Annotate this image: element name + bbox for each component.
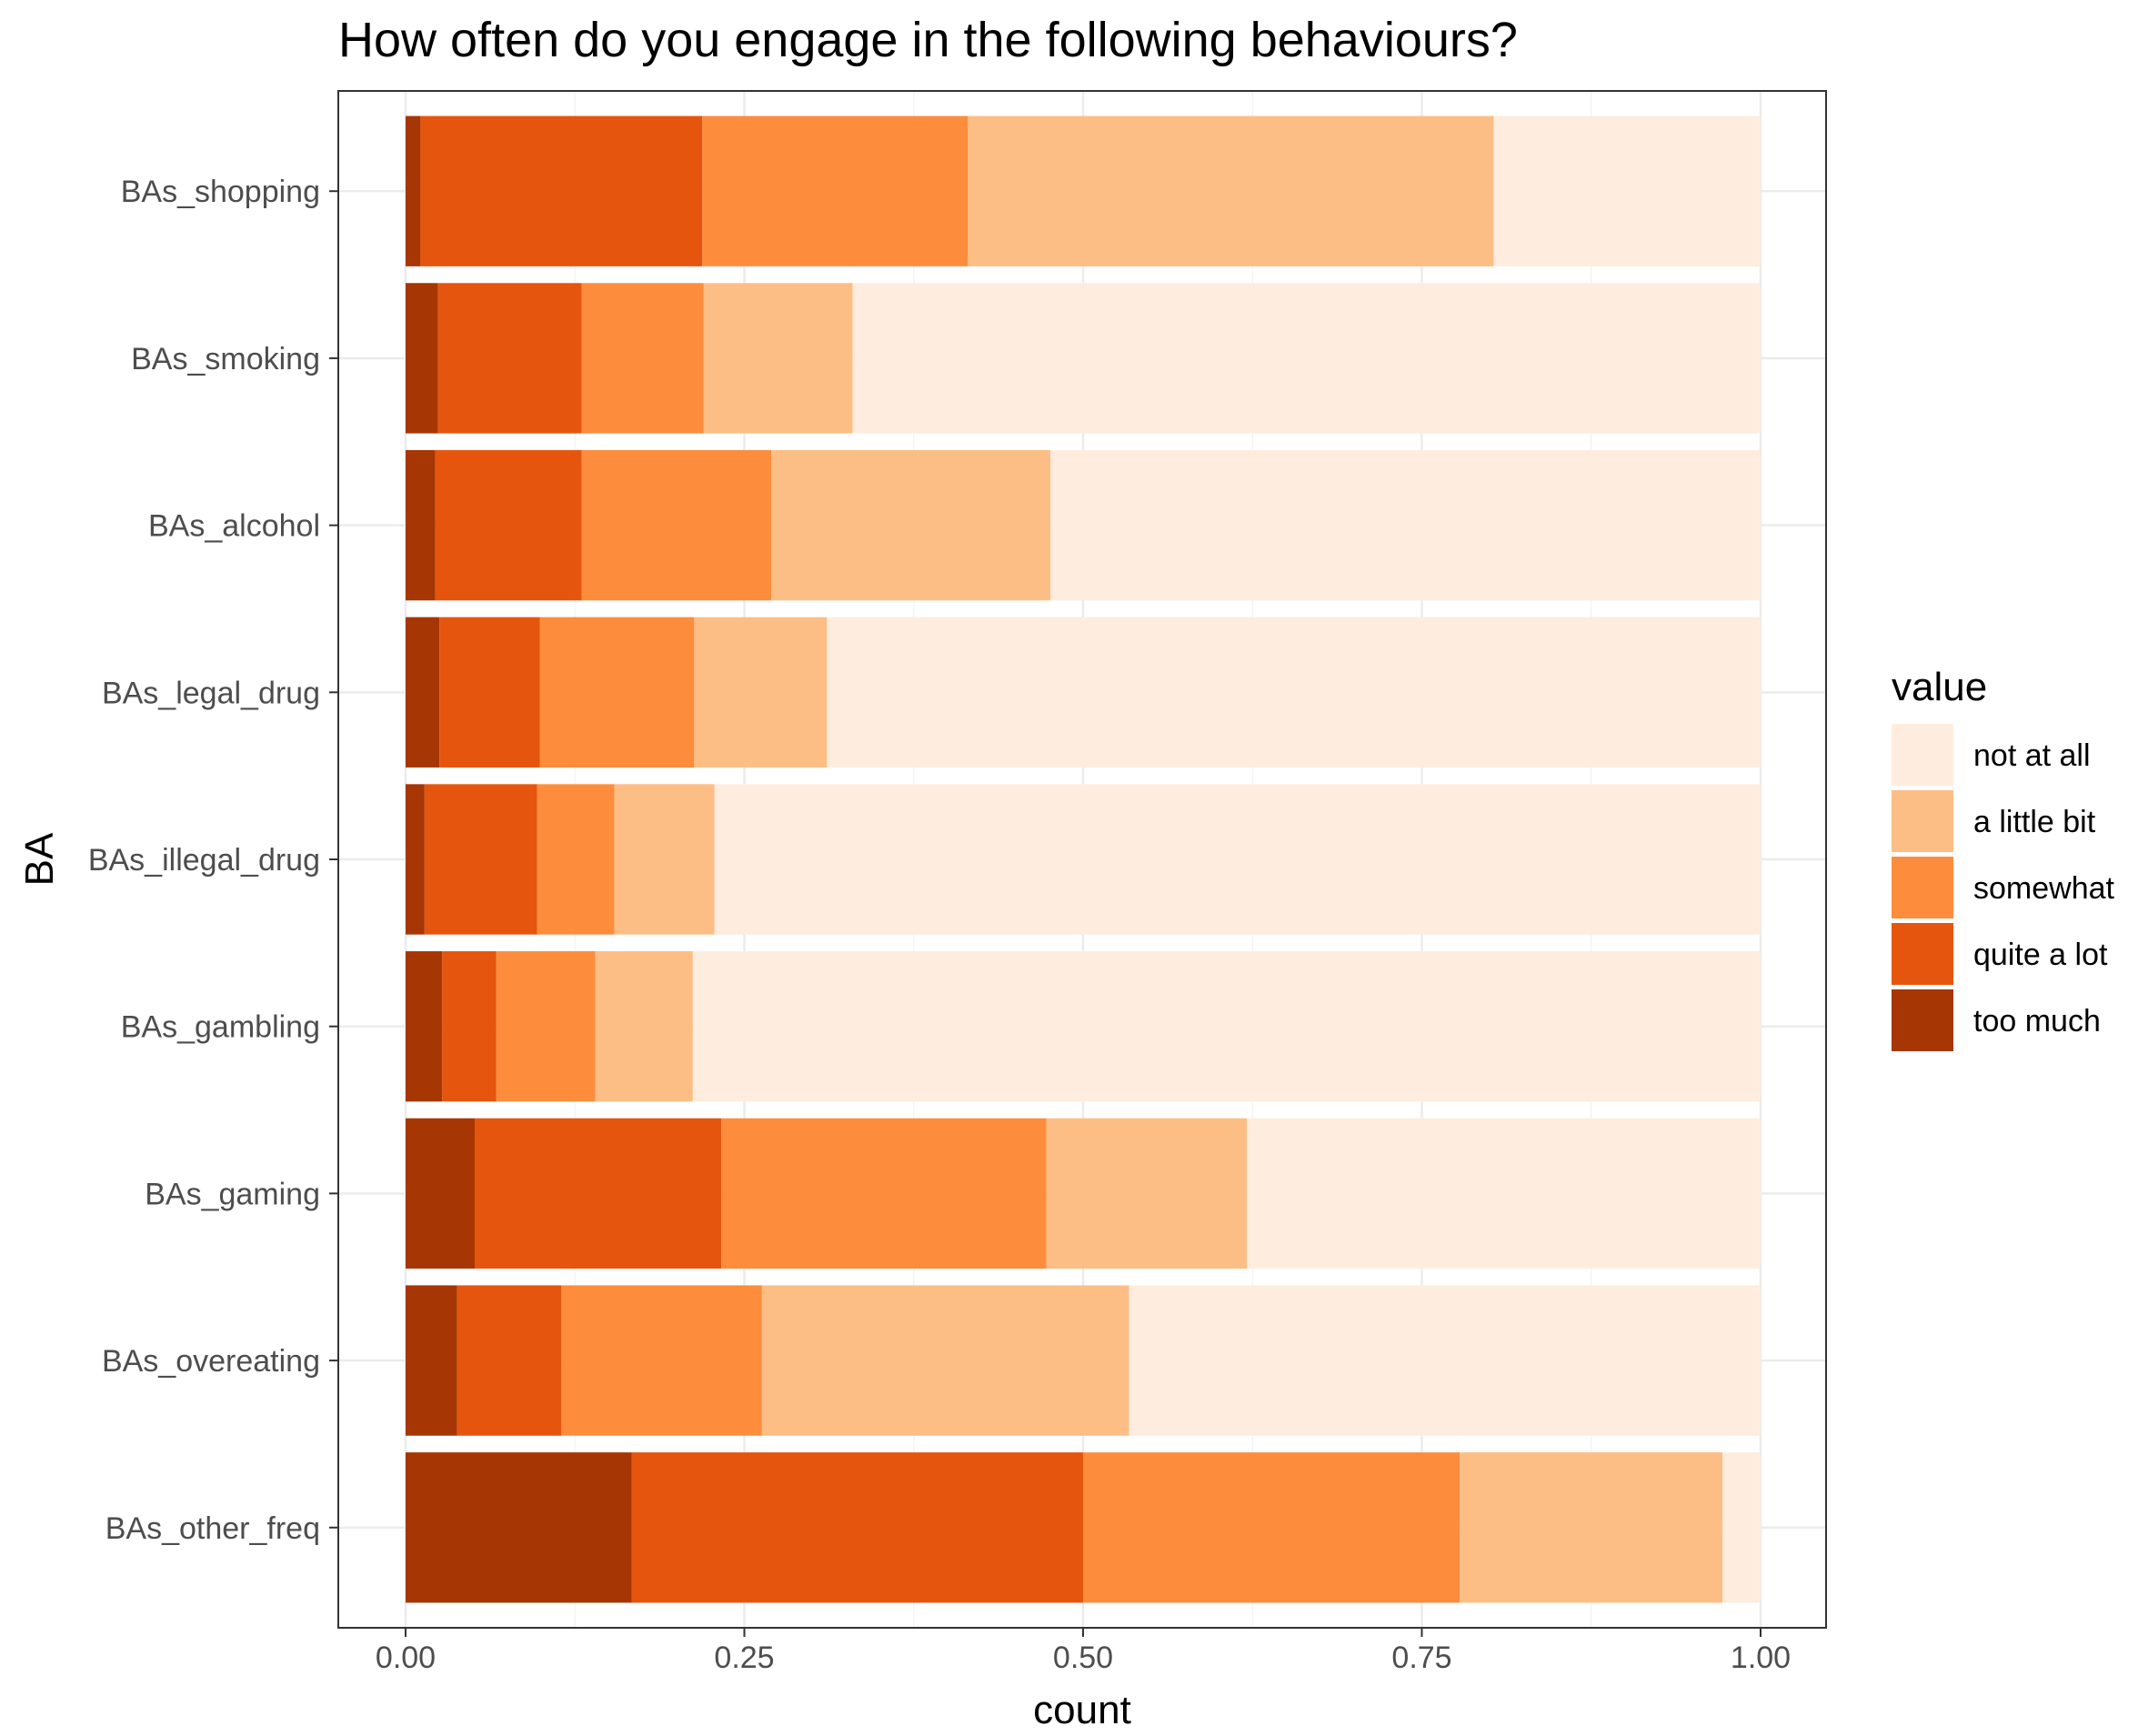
bar-segment bbox=[437, 283, 582, 434]
bar-segment bbox=[439, 617, 540, 768]
bar-segment bbox=[1493, 115, 1761, 266]
y-tick-label: BAs_gambling bbox=[121, 1010, 320, 1045]
bar-segment bbox=[1722, 1452, 1761, 1603]
legend-swatch bbox=[1892, 790, 1953, 852]
bar-segment bbox=[1460, 1452, 1723, 1603]
bar-segment bbox=[694, 617, 828, 768]
bar-segment bbox=[1129, 1285, 1761, 1436]
bar-segment bbox=[406, 951, 443, 1102]
bar-segment bbox=[406, 1452, 632, 1603]
x-tick-label: 0.50 bbox=[1053, 1641, 1113, 1675]
bar-segment bbox=[827, 617, 1761, 768]
y-axis-title: BA bbox=[17, 832, 62, 886]
bar-segment bbox=[420, 115, 703, 266]
legend-swatch bbox=[1892, 923, 1953, 985]
legend: value not at all a little bit somewhat quit… bbox=[1892, 665, 2115, 1051]
y-tick-label: BAs_smoking bbox=[131, 342, 320, 376]
y-tick-label: BAs_overeating bbox=[102, 1344, 320, 1379]
bar-segment bbox=[406, 1285, 457, 1436]
bar-segment bbox=[406, 115, 421, 266]
x-tick-label: 1.00 bbox=[1731, 1641, 1791, 1675]
bar-segment bbox=[714, 784, 1761, 935]
bar-segment bbox=[614, 784, 715, 935]
y-tick-label: BAs_illegal_drug bbox=[88, 843, 320, 878]
bar-segment bbox=[703, 283, 853, 434]
legend-label: a little bit bbox=[1973, 805, 2096, 839]
y-tick-label: BAs_shopping bbox=[121, 175, 320, 209]
bar-segment bbox=[1050, 449, 1761, 601]
bar-segment bbox=[537, 784, 615, 935]
bar-segment bbox=[721, 1118, 1047, 1269]
y-tick-label: BAs_legal_drug bbox=[102, 676, 320, 710]
bar-segment bbox=[406, 617, 440, 768]
legend-label: too much bbox=[1973, 1004, 2101, 1039]
legend-swatch bbox=[1892, 857, 1953, 918]
bar-segment bbox=[496, 951, 596, 1102]
y-tick-label: BAs_gaming bbox=[145, 1177, 320, 1211]
y-tick-label: BAs_other_freq bbox=[105, 1511, 320, 1546]
x-axis-title: count bbox=[1033, 1688, 1131, 1732]
bar-segment bbox=[852, 283, 1761, 434]
bar-segment bbox=[692, 951, 1761, 1102]
bar-segment bbox=[702, 115, 969, 266]
bar-segment bbox=[406, 449, 436, 601]
bar-segment bbox=[968, 115, 1494, 266]
bar-segment bbox=[406, 283, 438, 434]
bar-segment bbox=[581, 283, 704, 434]
x-tick-label: 0.25 bbox=[714, 1641, 774, 1675]
bar-segment bbox=[581, 449, 772, 601]
legend-label: not at all bbox=[1973, 738, 2091, 773]
legend-title: value bbox=[1892, 665, 1987, 709]
bar-segment bbox=[561, 1285, 762, 1436]
legend-swatch bbox=[1892, 989, 1953, 1051]
bar-segment bbox=[457, 1285, 562, 1436]
bar-segment bbox=[435, 449, 582, 601]
bar-segment bbox=[1247, 1118, 1761, 1269]
legend-swatch bbox=[1892, 724, 1953, 786]
y-tick-label: BAs_alcohol bbox=[148, 509, 320, 544]
bar-segment bbox=[539, 617, 695, 768]
bar-segment bbox=[631, 1452, 1083, 1603]
bar-segment bbox=[406, 1118, 475, 1269]
legend-label: quite a lot bbox=[1973, 938, 2108, 972]
bar-segment bbox=[442, 951, 497, 1102]
bar-segment bbox=[406, 784, 425, 935]
bar-segment bbox=[474, 1118, 722, 1269]
chart-title: How often do you engage in the following… bbox=[338, 13, 1518, 67]
bar-segment bbox=[761, 1285, 1129, 1436]
bar-segment bbox=[424, 784, 537, 935]
x-tick-label: 0.75 bbox=[1391, 1641, 1451, 1675]
x-tick-label: 0.00 bbox=[376, 1641, 436, 1675]
bar-segment bbox=[1083, 1452, 1460, 1603]
legend-label: somewhat bbox=[1973, 871, 2115, 906]
bar-segment bbox=[1046, 1118, 1248, 1269]
bars bbox=[406, 115, 1761, 1603]
axes: 0.00 0.25 0.50 0.75 1.00 BAs_shopping BAs_smok… bbox=[88, 175, 1791, 1675]
bar-segment bbox=[771, 449, 1051, 601]
bar-segment bbox=[595, 951, 693, 1102]
